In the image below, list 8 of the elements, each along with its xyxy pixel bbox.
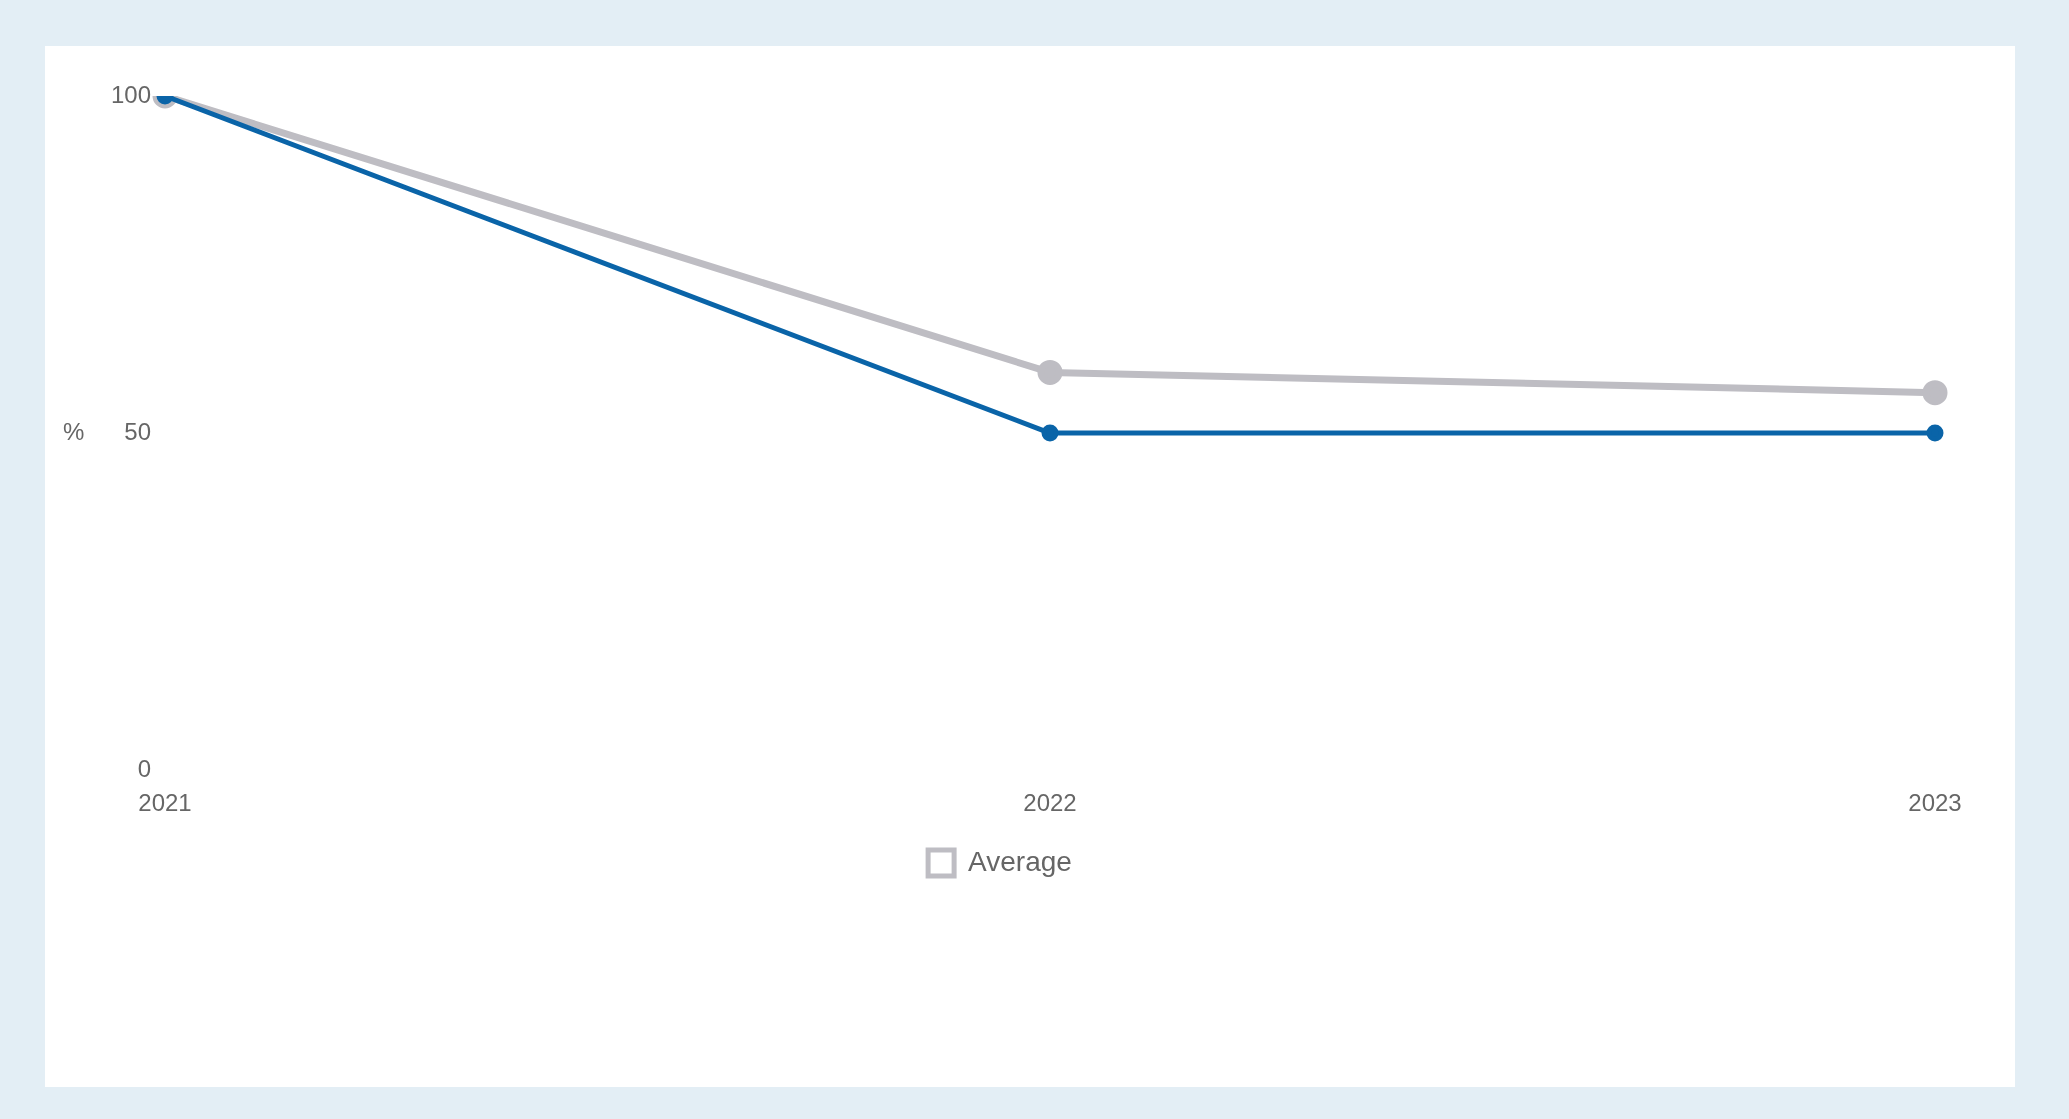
legend-label: Average: [968, 845, 1072, 877]
x-tick-label: 2021: [138, 789, 192, 817]
y-tick-label: 0: [137, 754, 151, 782]
y-tick-label: 50: [124, 417, 151, 445]
y-tick-label: 100: [110, 80, 151, 108]
x-tick-label: 2022: [1023, 789, 1077, 817]
y-axis-title: %: [63, 417, 85, 445]
x-tick-label: 2023: [1908, 789, 1962, 817]
